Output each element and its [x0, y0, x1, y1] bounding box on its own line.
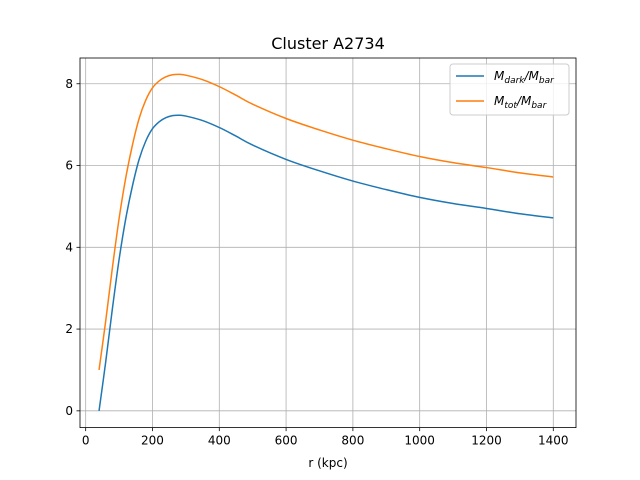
legend-tot-mid: /M	[516, 94, 532, 108]
legend: Mdark/Mbar Mtot/Mbar	[449, 63, 570, 116]
grid	[80, 58, 576, 428]
legend-label-dark: Mdark/Mbar	[494, 69, 555, 86]
series-line-tot	[98, 73, 554, 371]
y-tick-label: 0	[65, 404, 73, 418]
legend-dark-main: M	[494, 69, 505, 83]
x-axis-ticks: 0 200 400 600 800 1000 1200 1400	[82, 427, 569, 448]
x-tick-label: 1000	[404, 434, 435, 448]
x-tick-label: 1400	[538, 434, 569, 448]
x-tick-label: 800	[341, 434, 364, 448]
chart-title: Cluster A2734	[271, 34, 385, 53]
legend-tot-main: M	[494, 94, 505, 108]
x-tick-label: 0	[82, 434, 90, 448]
x-tick-label: 600	[275, 434, 298, 448]
legend-tot-sub2: bar	[531, 101, 547, 111]
y-axis-ticks: 0 2 4 6 8	[65, 77, 80, 418]
series-line-dark	[98, 114, 554, 411]
y-tick-label: 8	[65, 77, 73, 91]
x-axis-label: r (kpc)	[308, 456, 347, 470]
x-tick-label: 400	[208, 434, 231, 448]
legend-tot-sub1: tot	[504, 101, 517, 111]
legend-label-tot: Mtot/Mbar	[494, 94, 548, 111]
y-tick-label: 2	[65, 322, 73, 336]
legend-dark-sub1: dark	[504, 76, 525, 86]
legend-dark-mid: /M	[524, 69, 540, 83]
y-tick-label: 6	[65, 159, 73, 173]
y-tick-label: 4	[65, 240, 73, 254]
series-lines	[98, 73, 554, 411]
x-tick-label: 1200	[471, 434, 502, 448]
x-tick-label: 200	[141, 434, 164, 448]
plot-frame	[79, 57, 577, 429]
legend-dark-sub2: bar	[539, 76, 555, 86]
